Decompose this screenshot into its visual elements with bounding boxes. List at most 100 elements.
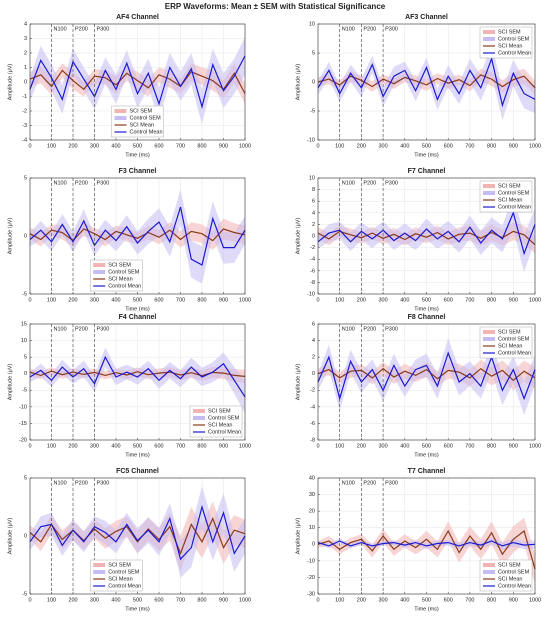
legend-label: Control SEM [498, 36, 530, 42]
legend-label: Control Mean [108, 583, 141, 589]
plot-frame [29, 177, 246, 295]
legend-label: Control SEM [498, 569, 530, 575]
x-tick-label: 200 [357, 597, 366, 603]
y-tick-label: -4 [310, 404, 315, 410]
x-tick-label: 200 [68, 297, 77, 303]
x-tick-label: 1000 [529, 143, 541, 149]
y-tick-label: 0 [24, 371, 27, 377]
y-tick-label: 0 [312, 233, 315, 239]
x-tick-label: 500 [422, 443, 431, 449]
legend-label: SCI Mean [498, 43, 522, 49]
y-tick-label: 2 [312, 222, 315, 228]
x-tick-label: 200 [357, 297, 366, 303]
x-tick-label: 100 [335, 143, 344, 149]
x-tick-label: 1000 [239, 297, 251, 303]
mean-line [317, 529, 536, 570]
y-tick-label: -10 [307, 291, 315, 297]
x-tick-label: 500 [133, 297, 142, 303]
panel-title: F3 Channel [119, 168, 157, 175]
legend-label: Control SEM [108, 269, 140, 275]
x-tick-label: 100 [335, 597, 344, 603]
plot-frame [317, 477, 536, 595]
y-axis-label: Amplitude (μV) [7, 218, 13, 255]
legend-label: SCI Mean [108, 576, 132, 582]
x-tick-label: 600 [154, 297, 163, 303]
y-axis-label: Amplitude (μV) [295, 64, 301, 101]
x-tick-label: 900 [219, 597, 228, 603]
y-tick-label: 10 [309, 175, 315, 181]
legend-label: Control SEM [130, 115, 162, 121]
mean-line [29, 55, 246, 110]
y-tick-label: -2 [22, 108, 27, 114]
x-tick-label: 200 [357, 143, 366, 149]
x-tick-label: 400 [111, 297, 120, 303]
y-tick-label: 6 [312, 199, 315, 205]
x-tick-label: 400 [400, 443, 409, 449]
y-tick-label: -6 [310, 268, 315, 274]
legend-swatch [483, 191, 495, 195]
plot-frame [29, 23, 246, 141]
legend-swatch [483, 337, 495, 341]
x-tick-label: 800 [487, 297, 496, 303]
y-tick-label: 40 [309, 475, 315, 481]
y-tick-label: 0 [24, 79, 27, 85]
component-label: N100 [342, 480, 355, 486]
sem-band [30, 486, 245, 578]
y-axis-label: Amplitude (μV) [295, 518, 301, 555]
sem-band [318, 537, 535, 550]
y-tick-label: 0 [24, 533, 27, 539]
component-label: N100 [54, 180, 67, 186]
legend-label: Control Mean [498, 50, 531, 56]
y-tick-label: 8 [312, 187, 315, 193]
legend-label: SCI SEM [498, 183, 521, 189]
y-tick-label: -10 [307, 558, 315, 564]
x-tick-label: 300 [90, 597, 99, 603]
x-tick-label: 100 [47, 443, 56, 449]
legend-label: SCI SEM [108, 262, 131, 268]
legend-swatch [483, 563, 495, 567]
legend-label: SCI SEM [130, 108, 153, 114]
x-tick-label: 500 [133, 443, 142, 449]
x-tick-label: 200 [357, 443, 366, 449]
y-tick-label: -4 [22, 137, 27, 143]
mean-line [317, 367, 536, 382]
x-tick-label: 400 [400, 297, 409, 303]
x-tick-label: 900 [219, 443, 228, 449]
panel-title: AF3 Channel [405, 14, 448, 21]
x-tick-label: 300 [90, 443, 99, 449]
legend-swatch [193, 409, 205, 413]
x-tick-label: 0 [28, 443, 31, 449]
mean-line [29, 504, 246, 561]
legend-label: Control Mean [130, 129, 163, 135]
x-tick-label: 1000 [529, 597, 541, 603]
legend-label: SCI SEM [498, 29, 521, 35]
x-tick-label: 400 [111, 143, 120, 149]
panel-title: AF4 Channel [116, 14, 159, 21]
panel-title: F7 Channel [408, 168, 446, 175]
y-tick-label: -6 [310, 421, 315, 427]
legend-label: Control SEM [498, 190, 530, 196]
sem-band [318, 517, 535, 585]
component-label: P200 [363, 480, 376, 486]
x-tick-label: 400 [111, 443, 120, 449]
x-tick-label: 700 [176, 297, 185, 303]
mean-line [317, 56, 536, 108]
y-tick-label: 15 [21, 321, 27, 327]
legend-swatch [114, 109, 127, 113]
component-label: P200 [363, 180, 376, 186]
mean-line [29, 517, 246, 556]
mean-line [29, 206, 246, 266]
y-tick-label: 4 [24, 21, 27, 27]
legend-swatch [114, 116, 127, 120]
y-tick-label: -5 [22, 291, 27, 297]
x-tick-label: 400 [400, 143, 409, 149]
x-tick-label: 0 [316, 443, 319, 449]
mean-line [317, 540, 536, 547]
y-tick-label: -8 [310, 280, 315, 286]
legend-swatch [93, 263, 106, 267]
x-tick-label: 900 [509, 297, 518, 303]
component-label: P200 [75, 26, 88, 32]
